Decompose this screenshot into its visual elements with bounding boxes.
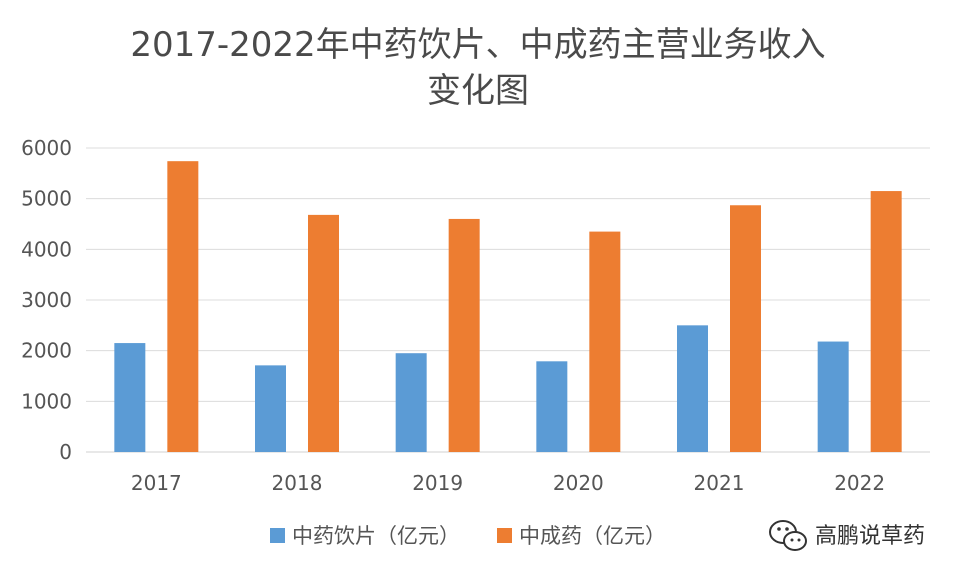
chart-title: 2017-2022年中药饮片、中成药主营业务收入	[130, 25, 825, 65]
bar-patent-medicine	[589, 231, 621, 452]
y-tick-label: 4000	[21, 237, 72, 261]
x-tick-label: 2019	[412, 471, 463, 495]
legend-label: 中成药（亿元）	[519, 524, 666, 548]
x-tick-label: 2018	[272, 471, 323, 495]
bar-decoction-pieces	[114, 343, 146, 452]
legend: 中药饮片（亿元） 中成药（亿元）	[270, 524, 666, 548]
watermark-text: 高鹏说草药	[815, 524, 925, 549]
bar-decoction-pieces	[536, 361, 568, 452]
bar-patent-medicine	[448, 218, 480, 452]
y-tick-label: 0	[59, 440, 72, 464]
bars	[114, 161, 902, 453]
legend-swatch	[270, 528, 285, 543]
bar-decoction-pieces	[817, 341, 849, 452]
x-tick-label: 2022	[834, 471, 885, 495]
y-tick-label: 3000	[21, 288, 72, 312]
y-tick-label: 6000	[21, 136, 72, 160]
bar-decoction-pieces	[395, 353, 427, 452]
bar-patent-medicine	[308, 214, 339, 452]
watermark: 高鹏说草药	[769, 520, 925, 551]
y-tick-label: 5000	[21, 187, 72, 211]
chart-title-line2: 变化图	[427, 71, 529, 111]
gridlines	[86, 147, 930, 453]
x-tick-label: 2017	[131, 471, 182, 495]
x-axis-ticks: 2017 2018 2019 2020 2021 2022	[131, 471, 885, 495]
bar-patent-medicine	[167, 161, 199, 452]
x-tick-label: 2020	[553, 471, 604, 495]
wechat-icon	[769, 520, 807, 551]
y-tick-label: 1000	[21, 389, 72, 413]
legend-swatch	[497, 528, 512, 543]
bar-decoction-pieces	[255, 365, 286, 452]
x-tick-label: 2021	[694, 471, 745, 495]
bar-decoction-pieces	[677, 325, 708, 452]
y-axis-ticks: 0 1000 2000 3000 4000 5000 6000	[21, 136, 72, 464]
bar-patent-medicine	[730, 205, 761, 452]
legend-label: 中药饮片（亿元）	[292, 524, 460, 548]
bar-patent-medicine	[870, 191, 902, 453]
y-tick-label: 2000	[21, 339, 72, 363]
